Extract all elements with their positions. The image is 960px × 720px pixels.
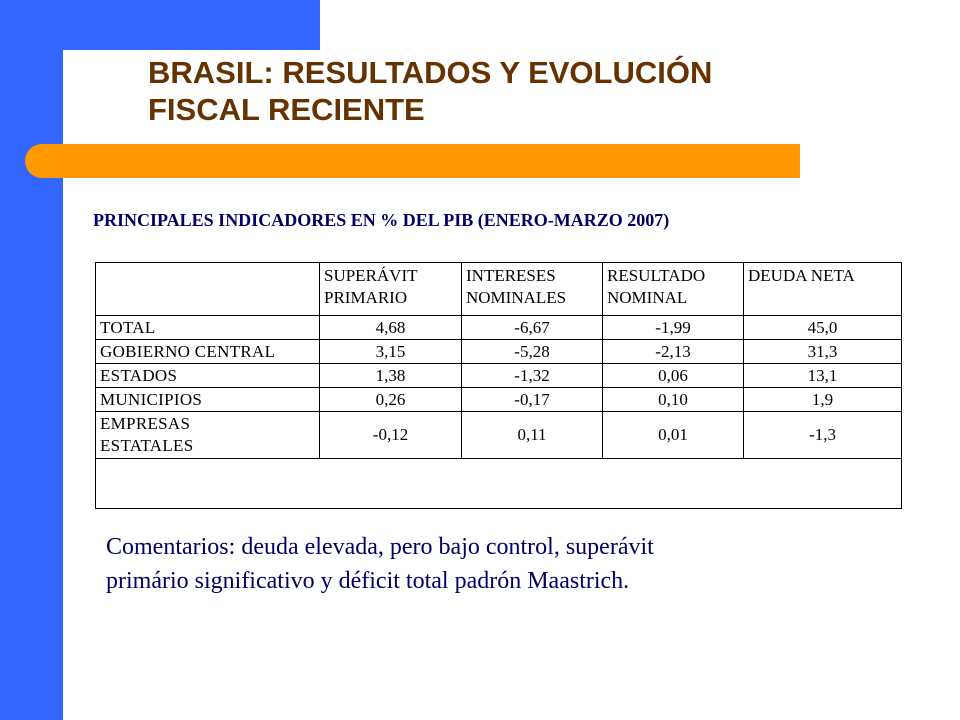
table-caption: PRINCIPALES INDICADORES EN % DEL PIB (EN… (93, 210, 670, 230)
row-label: EMPRESAS ESTATALES (95, 411, 320, 459)
cell-value: 0,10 (602, 387, 744, 412)
cell-value: -1,99 (602, 315, 744, 340)
cell-value: 1,38 (319, 363, 462, 388)
table-row: TOTAL 4,68 -6,67 -1,99 45,0 (95, 315, 902, 340)
header-cell-blank (95, 262, 320, 316)
cell-value: -1,3 (743, 411, 902, 459)
title-underline-bar (25, 144, 800, 178)
cell-value: 0,01 (602, 411, 744, 459)
cell-value: 0,11 (461, 411, 603, 459)
header-cell-deuda-neta: DEUDA NETA (743, 262, 902, 316)
cell-value: 13,1 (743, 363, 902, 388)
header-cell-superavit-primario: SUPERÁVIT PRIMARIO (319, 262, 462, 316)
cell-value: 0,06 (602, 363, 744, 388)
comments-line-2: primário significativo y déficit total p… (106, 568, 630, 594)
left-frame-bar (0, 0, 63, 720)
cell-value: 1,9 (743, 387, 902, 412)
cell-value: 45,0 (743, 315, 902, 340)
cell-value: 4,68 (319, 315, 462, 340)
slide-title: BRASIL: RESULTADOS Y EVOLUCIÓN FISCAL RE… (148, 54, 712, 128)
top-frame-bar (0, 0, 320, 50)
table-header-row: SUPERÁVIT PRIMARIO INTERESES NOMINALES RES… (95, 262, 902, 316)
cell-value: -5,28 (461, 339, 603, 364)
table-row: GOBIERNO CENTRAL 3,15 -5,28 -2,13 31,3 (95, 339, 902, 364)
cell-value: -2,13 (602, 339, 744, 364)
indicators-table: SUPERÁVIT PRIMARIO INTERESES NOMINALES RES… (95, 262, 902, 459)
cell-value: -0,12 (319, 411, 462, 459)
cell-value: -0,17 (461, 387, 603, 412)
cell-value: 0,26 (319, 387, 462, 412)
cell-value: 3,15 (319, 339, 462, 364)
slide-title-line-2: FISCAL RECIENTE (148, 92, 425, 127)
indicators-table-frame: SUPERÁVIT PRIMARIO INTERESES NOMINALES RES… (95, 262, 902, 509)
table-row: ESTADOS 1,38 -1,32 0,06 13,1 (95, 363, 902, 388)
comments-line-1: Comentarios: deuda elevada, pero bajo co… (106, 534, 654, 560)
slide-title-line-1: BRASIL: RESULTADOS Y EVOLUCIÓN (148, 55, 713, 90)
comments-text: Comentarios: deuda elevada, pero bajo co… (106, 530, 886, 598)
cell-value: -1,32 (461, 363, 603, 388)
table-row: EMPRESAS ESTATALES -0,12 0,11 0,01 -1,3 (95, 411, 902, 459)
header-cell-intereses-nominales: INTERESES NOMINALES (461, 262, 603, 316)
row-label: TOTAL (95, 315, 320, 340)
cell-value: -6,67 (461, 315, 603, 340)
row-label: ESTADOS (95, 363, 320, 388)
table-row: MUNICIPIOS 0,26 -0,17 0,10 1,9 (95, 387, 902, 412)
cell-value: 31,3 (743, 339, 902, 364)
row-label: GOBIERNO CENTRAL (95, 339, 320, 364)
header-cell-resultado-nominal: RESULTADO NOMINAL (602, 262, 744, 316)
row-label: MUNICIPIOS (95, 387, 320, 412)
